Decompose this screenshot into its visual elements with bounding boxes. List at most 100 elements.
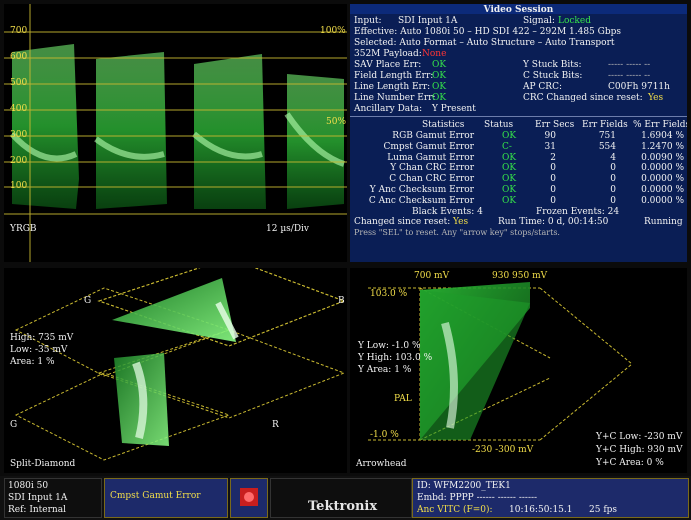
stats-header-err-fields: Err Fields xyxy=(582,120,628,130)
input-label: Input: xyxy=(354,16,382,26)
y-tick-label: 200 xyxy=(10,156,28,166)
diamond-high-readout: High: 735 mV xyxy=(10,333,74,343)
reset-hint: Press "SEL" to reset. Any "arrow key" st… xyxy=(354,228,560,237)
alarm-cell[interactable]: Cmpst Gamut Error xyxy=(104,478,228,518)
session-header xyxy=(350,4,687,14)
sav-place-value: OK xyxy=(432,60,447,70)
y-low-readout: Y Low: -1.0 % xyxy=(358,341,421,351)
session-title: Video Session xyxy=(483,5,554,15)
diamond-label-b: B xyxy=(338,296,345,306)
arrowhead-pct-top: 103.0 % xyxy=(370,289,408,299)
y-tick-label: 100 xyxy=(10,181,28,191)
c-stuck-value: ----- ----- -- xyxy=(608,71,651,81)
stats-header-statistics: Statistics xyxy=(422,120,465,130)
stats-name: Cmpst Gamut Error xyxy=(383,141,474,152)
video-format: 1080i 50 xyxy=(8,481,49,491)
marker-50-percent: 50% xyxy=(326,117,347,127)
stats-err-secs: 2 xyxy=(550,152,556,163)
tektronix-logo: Tektronix xyxy=(308,499,378,514)
frozen-events: Frozen Events: 24 xyxy=(536,207,620,217)
y-tick-label: 700 xyxy=(10,26,28,36)
waveform-mode-label: YRGB xyxy=(10,224,37,234)
stats-err-secs: 0 xyxy=(550,185,556,195)
payload-value: None xyxy=(422,49,447,59)
stats-status: OK xyxy=(502,131,517,141)
stats-err-secs: 0 xyxy=(550,195,556,206)
signal-label: Signal: xyxy=(523,16,555,26)
diamond-area-readout: Area: 1 % xyxy=(10,357,55,367)
stats-header-pct-err: % Err Fields xyxy=(633,120,687,130)
arrowhead-pct-bottom: -1.0 % xyxy=(370,430,399,440)
signal-value: Locked xyxy=(558,16,591,26)
crc-changed-value: Yes xyxy=(648,93,664,103)
y-tick-label: 400 xyxy=(10,104,28,114)
y-area-readout: Y Area: 1 % xyxy=(358,365,412,375)
ap-crc-label: AP CRC: xyxy=(523,82,562,92)
yc-high-readout: Y+C High: 930 mV xyxy=(596,445,683,455)
y-stuck-value: ----- ----- -- xyxy=(608,60,651,70)
running-status: Running xyxy=(644,217,683,227)
c-stuck-label: C Stuck Bits: xyxy=(523,71,583,81)
input-source: SDI Input 1A xyxy=(8,493,68,503)
stats-status: OK xyxy=(502,195,517,206)
changed-since-reset-value: Yes xyxy=(453,217,469,227)
arrowhead-panel[interactable]: 700 mV 930 950 mV 103.0 % Y Low: -1.0 % … xyxy=(350,268,687,473)
arrowhead-mode-label: Arrowhead xyxy=(356,459,407,469)
video-session-panel[interactable]: Video Session Input: SDI Input 1A Signal… xyxy=(350,4,687,262)
reference: Ref: Internal xyxy=(8,505,66,515)
timecode-cell: ID: WFM2200_TEK1 Embd: PPPP ------ -----… xyxy=(412,478,689,518)
split-diamond-panel[interactable]: G B G R High: 735 mV Low: -35 mV Area: 1… xyxy=(4,268,347,473)
waveform-display xyxy=(4,4,347,262)
stats-err-fields: 554 xyxy=(598,141,616,152)
stats-header-status: Status xyxy=(484,120,514,130)
vitc-label: Anc VITC (F=0): xyxy=(417,505,493,515)
arrowhead-display xyxy=(368,282,633,441)
stats-err-secs: 90 xyxy=(544,131,556,141)
status-bar: 1080i 50 SDI Input 1A Ref: Internal Cmps… xyxy=(0,476,691,520)
diamond-label-r: R xyxy=(272,420,279,430)
stats-pct: 0.0000 % xyxy=(641,195,684,206)
stats-err-fields: 0 xyxy=(610,163,616,174)
stats-status: OK xyxy=(502,152,517,163)
crc-changed-label: CRC Changed since reset: xyxy=(523,93,643,103)
y-tick-label: 600 xyxy=(10,52,28,62)
ap-crc-value: C00Fh 9711h xyxy=(608,82,670,92)
diamond-label-g-top: G xyxy=(84,296,92,306)
line-number-value: OK xyxy=(432,93,447,103)
stats-status: OK xyxy=(502,163,517,174)
stats-err-fields: 0 xyxy=(610,195,616,206)
diamond-low-readout: Low: -35 mV xyxy=(10,345,68,355)
stats-header-err-secs: Err Secs xyxy=(535,120,575,130)
stats-pct: 0.0000 % xyxy=(641,174,684,185)
arrowhead-top-mv-b: 930 950 mV xyxy=(492,271,548,281)
embedded-audio: Embd: PPPP ------ ------ ------ xyxy=(417,493,538,503)
stats-name: Luma Gamut Error xyxy=(387,152,474,163)
field-length-label: Field Length Err: xyxy=(354,71,434,81)
alarm-indicator[interactable] xyxy=(230,478,268,518)
stats-name: Y Anc Checksum Error xyxy=(369,185,474,195)
stats-pct: 1.2470 % xyxy=(641,141,684,152)
split-diamond-display xyxy=(14,268,346,461)
frame-rate: 25 fps xyxy=(589,505,618,515)
stats-err-fields: 0 xyxy=(610,185,616,195)
y-tick-label: 300 xyxy=(10,130,28,140)
line-length-value: OK xyxy=(432,82,447,92)
alarm-icon xyxy=(240,488,258,506)
arrowhead-top-mv-a: 700 mV xyxy=(414,271,450,281)
stats-err-fields: 751 xyxy=(598,131,616,141)
ancillary-label: Ancillary Data: xyxy=(354,104,423,114)
time-scale-label: 12 µs/Div xyxy=(266,224,309,234)
stats-name: C Chan CRC Error xyxy=(389,174,474,185)
yc-low-readout: Y+C Low: -230 mV xyxy=(596,432,683,442)
stats-name: C Anc Checksum Error xyxy=(368,195,474,206)
field-length-value: OK xyxy=(432,71,447,81)
selected-format: Selected: Auto Format – Auto Structure –… xyxy=(354,38,615,48)
alarm-text: Cmpst Gamut Error xyxy=(110,491,201,501)
line-length-label: Line Length Err: xyxy=(354,82,431,92)
line-number-label: Line Number Err: xyxy=(354,93,436,103)
stats-err-secs: 0 xyxy=(550,174,556,185)
stats-pct: 0.0000 % xyxy=(641,163,684,174)
waveform-panel[interactable]: 700 600 500 400 300 200 100 100% 50% YRG… xyxy=(4,4,347,262)
stats-pct: 0.0000 % xyxy=(641,185,684,195)
y-stuck-label: Y Stuck Bits: xyxy=(523,60,582,70)
